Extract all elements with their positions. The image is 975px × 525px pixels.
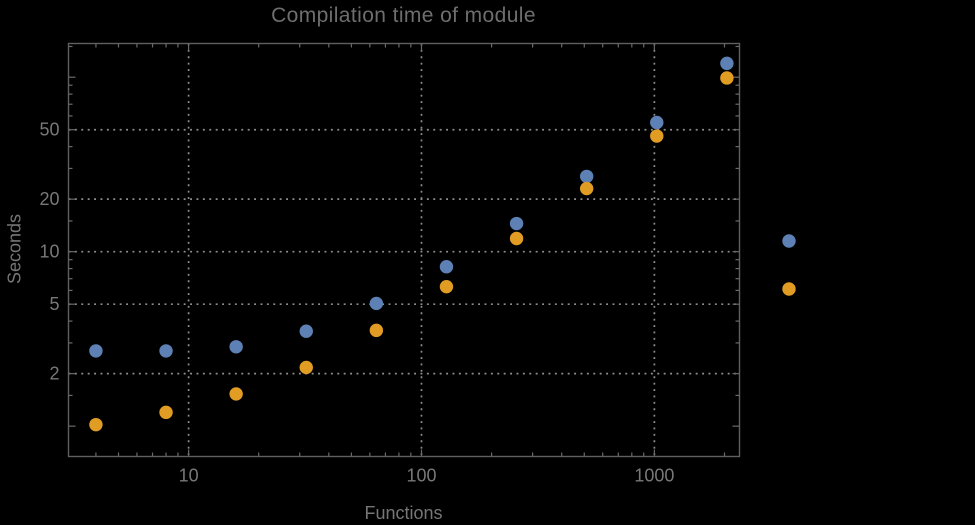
- y-tick-label: 5: [49, 294, 59, 314]
- data-point-blue-series: [650, 115, 664, 130]
- data-point-orange-series: [159, 405, 173, 420]
- data-point-orange-series: [369, 323, 384, 338]
- x-tick-label: 10: [179, 466, 199, 486]
- data-point-blue-series: [720, 56, 734, 71]
- x-tick-label: 1000: [634, 466, 674, 486]
- data-point-blue-series: [229, 340, 243, 354]
- data-point-orange-series: [509, 231, 524, 246]
- data-point-orange-series: [299, 360, 313, 375]
- data-point-orange-series: [650, 129, 664, 143]
- y-tick-label: 2: [49, 364, 59, 384]
- x-tick-label: 100: [406, 466, 436, 486]
- data-point-orange-series: [89, 417, 103, 432]
- data-point-blue-series: [439, 260, 454, 274]
- plot-frame: [67, 42, 741, 458]
- legend-marker-blue-series-marker: [782, 234, 796, 248]
- data-point-blue-series: [89, 344, 103, 358]
- y-tick-label: 10: [39, 242, 59, 262]
- chart-title: Compilation time of module: [271, 4, 536, 27]
- legend-marker-orange-series-marker: [782, 282, 796, 296]
- y-tick-label: 20: [39, 189, 59, 209]
- y-axis-label: Seconds: [4, 213, 25, 285]
- data-point-orange-series: [579, 181, 594, 196]
- x-axis-label: Functions: [364, 503, 443, 523]
- data-point-blue-series: [159, 344, 173, 358]
- data-point-orange-series: [720, 71, 734, 85]
- data-point-orange-series: [229, 387, 243, 401]
- data-point-blue-series: [509, 216, 524, 231]
- data-point-blue-series: [579, 169, 594, 184]
- data-point-orange-series: [439, 279, 454, 294]
- y-tick-label: 50: [39, 120, 59, 140]
- data-point-blue-series: [369, 296, 384, 311]
- data-point-blue-series: [299, 324, 313, 338]
